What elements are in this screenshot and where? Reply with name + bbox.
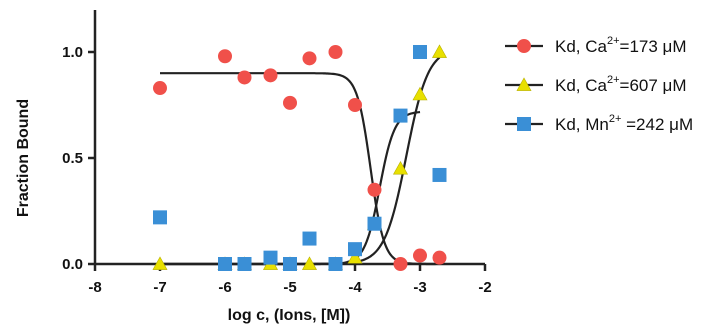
square-marker xyxy=(218,257,232,271)
x-tick-label: -3 xyxy=(413,279,426,296)
x-tick-label: -2 xyxy=(478,279,491,296)
square-marker xyxy=(302,231,317,246)
legend: Kd, Ca2+=173 μM Kd, Ca2+=607 μM Kd, Mn2+ =… xyxy=(505,35,693,134)
square-marker xyxy=(393,108,408,123)
triangle-marker xyxy=(347,250,363,264)
y-axis-title: Fraction Bound xyxy=(15,99,32,217)
circle-marker xyxy=(283,95,297,110)
circle-marker xyxy=(393,257,408,271)
circle-marker xyxy=(302,51,317,66)
legend-swatch-square xyxy=(517,117,531,131)
square-marker xyxy=(432,167,447,182)
fit-curves xyxy=(160,56,441,266)
legend-label: Kd, Ca2+=607 μM xyxy=(555,74,687,95)
legend-swatch-triangle xyxy=(516,77,532,91)
triangle-marker xyxy=(412,86,428,101)
square-marker xyxy=(413,45,427,59)
circle-marker xyxy=(237,70,252,85)
x-tick-label: -4 xyxy=(348,279,362,296)
square-marker xyxy=(263,250,278,265)
y-tick-label: 0.5 xyxy=(62,150,83,167)
square-marker xyxy=(237,257,252,271)
x-axis-title: log c, (Ions, [M]) xyxy=(228,307,351,324)
square-marker xyxy=(367,216,382,231)
circle-marker xyxy=(153,81,167,96)
legend-label: Kd, Mn2+ =242 μM xyxy=(555,113,693,134)
y-tick-label: 0.0 xyxy=(62,256,83,273)
circle-marker xyxy=(367,182,382,197)
square-marker xyxy=(153,210,167,225)
circle-marker xyxy=(218,49,232,64)
x-tick-label: -6 xyxy=(218,279,231,296)
circle-marker xyxy=(348,98,362,112)
circle-marker xyxy=(413,248,427,263)
square-marker xyxy=(348,242,362,257)
square-marker xyxy=(283,257,297,271)
legend-swatch-circle xyxy=(517,39,531,53)
x-tick-label: -5 xyxy=(283,279,296,296)
y-tick-label: 1.0 xyxy=(62,44,83,61)
axis-labels: log c, (Ions, [M]) Fraction Bound xyxy=(15,99,350,324)
square-marker xyxy=(328,257,343,271)
x-tick-label: -7 xyxy=(153,279,166,296)
legend-label: Kd, Ca2+=173 μM xyxy=(555,35,687,56)
triangle-marker xyxy=(392,160,409,175)
data-markers xyxy=(152,44,448,271)
fit-curve xyxy=(160,56,441,266)
circle-marker xyxy=(263,68,278,83)
triangle-marker xyxy=(152,256,168,270)
x-tick-label: -8 xyxy=(88,279,101,296)
circle-marker xyxy=(432,250,447,265)
fit-curve xyxy=(160,72,436,266)
circle-marker xyxy=(328,45,343,59)
triangle-marker xyxy=(301,256,318,270)
triangle-marker xyxy=(431,44,448,58)
